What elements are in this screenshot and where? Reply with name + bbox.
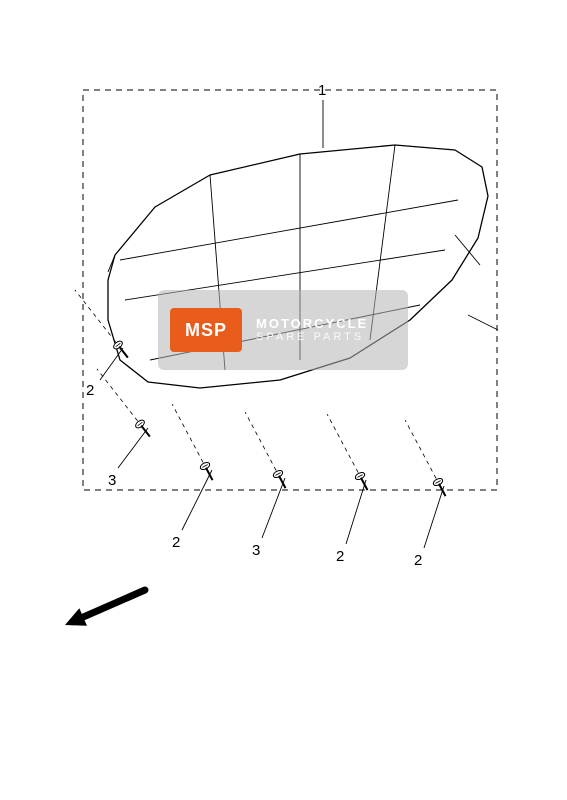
watermark-badge: MSP — [170, 308, 242, 352]
part-detail-line — [468, 315, 498, 330]
callout-label: 2 — [414, 552, 422, 569]
callout-label: 2 — [336, 548, 344, 565]
callout-leader — [118, 428, 148, 468]
screw-icon — [323, 412, 372, 493]
callout-label: 3 — [108, 472, 116, 489]
screw-icon — [168, 402, 217, 483]
callout-label: 1 — [318, 82, 326, 99]
callout-label: 2 — [172, 534, 180, 551]
callout-label: 3 — [252, 542, 260, 559]
diagram-svg — [0, 0, 567, 800]
screw-icon — [401, 418, 450, 499]
callout-label: 2 — [86, 382, 94, 399]
watermark-badge-text: MSP — [185, 320, 227, 341]
callout-leader — [262, 478, 285, 538]
callout-leader — [182, 470, 212, 530]
watermark-panel: MSP MOTORCYCLE SPARE PARTS — [158, 290, 408, 370]
watermark-line1: MOTORCYCLE — [256, 317, 368, 331]
callout-leader — [424, 486, 444, 548]
watermark-line2: SPARE PARTS — [256, 331, 368, 343]
callout-leader — [100, 348, 123, 380]
direction-arrow-shaft — [72, 590, 145, 622]
watermark-text: MOTORCYCLE SPARE PARTS — [256, 317, 368, 343]
screw-icon — [241, 410, 290, 491]
diagram-canvas: MSP MOTORCYCLE SPARE PARTS 1 2 3 2 3 2 2 — [0, 0, 567, 800]
